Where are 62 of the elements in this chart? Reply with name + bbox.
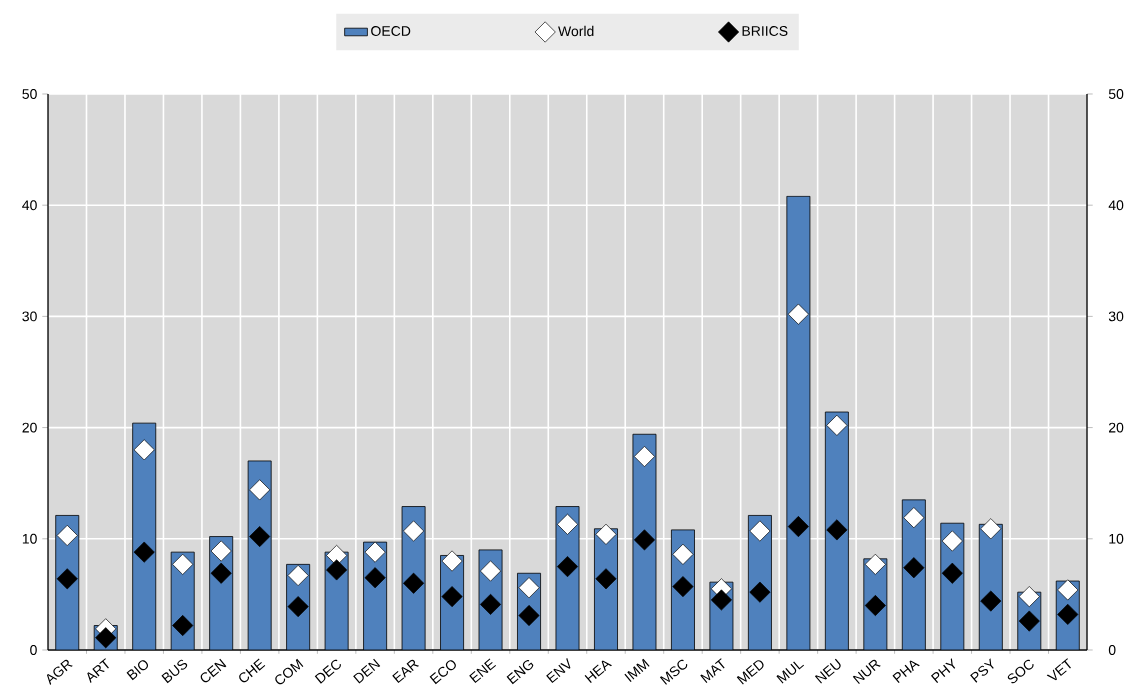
y2-tick-label: 0	[1108, 645, 1116, 655]
y-tick-label: 40	[22, 200, 37, 211]
point	[595, 523, 617, 545]
point	[903, 557, 925, 579]
point	[749, 520, 771, 542]
legend-label: World	[558, 25, 594, 37]
point	[787, 516, 809, 538]
y-tick-label: 10	[22, 533, 37, 544]
point	[672, 576, 694, 598]
y-tick-label: 20	[22, 422, 37, 433]
x-tick-label: HEA	[584, 660, 612, 684]
point	[1057, 579, 1079, 601]
point	[903, 507, 925, 529]
point	[941, 562, 963, 584]
point	[403, 572, 425, 594]
point	[364, 567, 386, 589]
point	[749, 581, 771, 603]
point	[441, 550, 463, 572]
point	[1018, 586, 1040, 608]
point	[56, 568, 78, 590]
y-tick-label: 50	[22, 89, 37, 99]
point	[133, 541, 155, 563]
y2-tick-label: 20	[1109, 422, 1124, 433]
point	[210, 562, 232, 584]
point	[326, 559, 348, 581]
y2-tick-label: 10	[1109, 533, 1124, 544]
x-tick-label: IMM	[624, 658, 650, 682]
point	[364, 541, 386, 563]
point	[556, 556, 579, 578]
x-tick-label: VET	[1046, 658, 1071, 681]
point	[787, 303, 809, 325]
y2-tick-label: 30	[1108, 311, 1124, 322]
y2-tick-label: 50	[1108, 89, 1124, 99]
legend-label: OECD	[371, 26, 411, 36]
point	[595, 568, 617, 590]
point	[826, 414, 848, 436]
y2-tick-label: 40	[1108, 200, 1124, 211]
point	[710, 589, 732, 611]
point	[980, 590, 1002, 612]
point	[941, 530, 963, 552]
point	[210, 540, 232, 562]
point	[518, 577, 540, 599]
point	[172, 615, 194, 637]
point	[403, 520, 425, 542]
point	[287, 564, 309, 586]
x-tick-label: PHA	[892, 660, 920, 684]
point	[826, 519, 848, 541]
y-tick-label: 30	[22, 311, 37, 322]
point	[172, 553, 194, 575]
x-tick-label: MUL	[776, 661, 805, 684]
x-tick-label: BIO	[126, 660, 149, 681]
y-tick-label: 0	[30, 645, 37, 655]
legend-label: BRIICS	[742, 26, 788, 36]
point	[133, 439, 155, 461]
point	[480, 560, 502, 582]
point	[864, 553, 886, 575]
point	[556, 513, 579, 535]
point	[56, 524, 78, 546]
point	[441, 586, 463, 608]
point	[672, 543, 694, 565]
point	[980, 518, 1002, 540]
point	[480, 593, 502, 615]
